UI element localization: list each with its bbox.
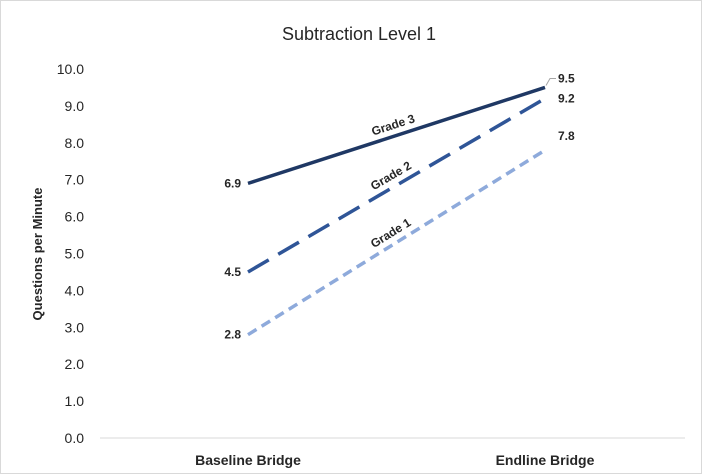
series-name-label: Grade 2 <box>368 158 414 193</box>
y-tick-label: 1.0 <box>65 393 85 409</box>
data-label: 2.8 <box>224 328 241 342</box>
y-tick-label: 0.0 <box>65 430 85 446</box>
data-label: 9.5 <box>558 71 575 85</box>
leader-line <box>545 77 556 86</box>
series-line-grade-3 <box>247 85 546 186</box>
data-label: 7.8 <box>558 129 575 143</box>
data-label: 6.9 <box>224 176 241 190</box>
y-axis-title: Questions per Minute <box>30 188 45 321</box>
chart-title: Subtraction Level 1 <box>282 24 436 44</box>
y-tick-label: 8.0 <box>65 135 85 151</box>
x-axis-categories: Baseline Bridge Endline Bridge <box>195 452 595 468</box>
y-tick-label: 2.0 <box>65 356 85 372</box>
x-category-label: Endline Bridge <box>496 452 595 468</box>
y-tick-label: 9.0 <box>65 98 85 114</box>
y-tick-label: 3.0 <box>65 319 85 335</box>
y-tick-label: 6.0 <box>65 209 85 225</box>
series-lines <box>247 85 546 337</box>
y-tick-label: 5.0 <box>65 246 85 262</box>
x-category-label: Baseline Bridge <box>195 452 301 468</box>
y-axis-ticks: 0.0 1.0 2.0 3.0 4.0 5.0 6.0 7.0 8.0 9.0 10.0 <box>57 61 84 446</box>
y-tick-label: 7.0 <box>65 172 85 188</box>
series-name-label: Grade 3 <box>370 111 417 138</box>
series-line-grade-1 <box>247 148 546 337</box>
y-tick-label: 10.0 <box>57 61 84 77</box>
series-line-grade-2 <box>247 97 546 274</box>
data-label: 9.2 <box>558 92 575 106</box>
data-label: 4.5 <box>224 265 241 279</box>
y-tick-label: 4.0 <box>65 282 85 298</box>
data-labels: 6.9 9.5 4.5 9.2 2.8 7.8 <box>224 71 575 341</box>
